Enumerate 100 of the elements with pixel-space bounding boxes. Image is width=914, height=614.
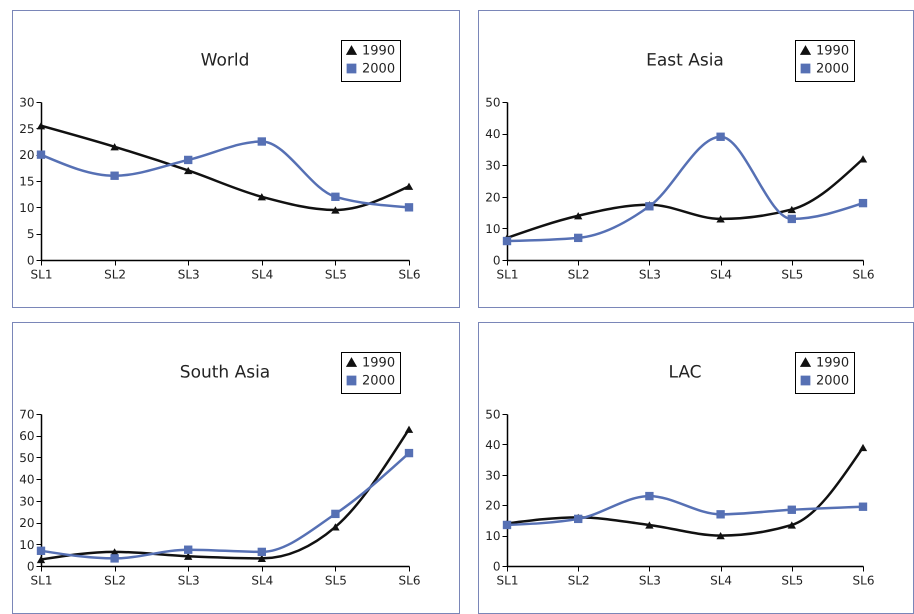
point	[404, 426, 414, 433]
x-tick-label: SL2	[104, 268, 126, 282]
chart-title: LAC	[668, 362, 702, 382]
y-tick-label: 5	[26, 227, 34, 242]
point	[184, 156, 192, 164]
point	[331, 510, 340, 518]
chart-title: East Asia	[646, 50, 724, 70]
y-tick-label: 50	[485, 96, 500, 110]
x-tick-label: SL5	[781, 268, 804, 282]
y-tick-label: 30	[485, 468, 500, 482]
x-tick-label: SL2	[568, 574, 590, 588]
y-tick-label: 50	[485, 408, 500, 422]
point	[788, 506, 796, 514]
point	[788, 206, 796, 214]
legend-label: 1990	[362, 356, 396, 370]
y-tick-label: 30	[19, 494, 34, 508]
y-tick-label: 70	[19, 408, 34, 422]
point	[258, 548, 266, 556]
x-tick-label: SL2	[568, 268, 590, 282]
legend-label: 1990	[362, 44, 396, 58]
point	[331, 206, 340, 214]
point	[184, 546, 192, 554]
y-tick-label: 0	[492, 560, 500, 574]
point	[184, 552, 192, 560]
x-tick-label: SL3	[638, 574, 661, 588]
point	[36, 122, 46, 130]
point	[404, 203, 414, 212]
y-tick-label: 0	[26, 560, 34, 574]
point	[574, 212, 582, 220]
x-tick-label: SL6	[398, 574, 420, 588]
y-tick-label: 0	[492, 254, 500, 268]
legend-label: 2000	[362, 374, 396, 388]
y-tick-label: 50	[19, 450, 34, 465]
x-tick-label: SL4	[251, 268, 274, 282]
point	[258, 137, 266, 146]
point	[184, 166, 192, 174]
chart-title: South Asia	[180, 362, 270, 382]
point	[110, 554, 119, 563]
point	[858, 198, 868, 208]
y-tick-label: 20	[19, 148, 34, 162]
x-tick-label: SL5	[324, 574, 347, 588]
y-tick-label: 20	[485, 498, 500, 513]
point	[258, 193, 266, 200]
y-tick-label: 40	[19, 472, 34, 487]
point	[574, 234, 582, 242]
y-tick-label: 10	[485, 529, 500, 544]
x-tick-label: SL6	[852, 268, 874, 282]
y-tick-label: 20	[19, 516, 34, 530]
point	[645, 521, 654, 529]
point	[858, 444, 868, 452]
point	[788, 214, 796, 224]
point	[110, 172, 119, 180]
x-tick-label: SL1	[30, 574, 52, 588]
x-tick-label: SL1	[496, 268, 518, 282]
x-tick-label: SL2	[104, 574, 126, 588]
y-tick-label: 0	[26, 254, 34, 268]
point	[716, 532, 725, 540]
point	[716, 132, 725, 141]
x-tick-label: SL1	[30, 268, 52, 282]
x-tick-label: SL4	[251, 574, 274, 588]
x-tick-label: SL3	[638, 268, 661, 282]
point	[502, 236, 512, 246]
point	[404, 448, 414, 458]
legend-label: 2000	[362, 62, 396, 76]
x-tick-label: SL5	[781, 574, 804, 588]
legend-label: 2000	[816, 374, 850, 388]
point	[36, 546, 46, 555]
y-tick-label: 60	[19, 429, 34, 444]
legend-label: 1990	[816, 44, 850, 58]
x-tick-label: SL6	[852, 574, 874, 588]
x-tick-label: SL1	[496, 574, 518, 588]
point	[331, 192, 340, 201]
y-tick-label: 30	[485, 158, 500, 173]
y-tick-label: 10	[19, 200, 34, 215]
chart-title: World	[200, 50, 250, 70]
y-tick-label: 10	[19, 538, 34, 552]
x-tick-label: SL4	[710, 268, 732, 282]
y-tick-label: 20	[485, 190, 500, 204]
point	[110, 143, 119, 150]
x-tick-label: SL3	[178, 574, 200, 588]
point	[716, 510, 725, 519]
point	[716, 215, 725, 223]
point	[36, 150, 46, 159]
y-tick-label: 10	[485, 222, 500, 236]
y-tick-label: 15	[19, 174, 34, 188]
legend-label: 1990	[816, 356, 850, 370]
point	[36, 556, 46, 564]
y-tick-label: 40	[485, 127, 500, 142]
y-tick-label: 25	[19, 122, 34, 136]
x-tick-label: SL6	[398, 268, 420, 282]
point	[574, 514, 582, 524]
point	[858, 502, 868, 511]
point	[645, 492, 654, 500]
x-tick-label: SL4	[710, 574, 732, 588]
legend-label: 2000	[816, 62, 850, 76]
y-tick-label: 40	[485, 438, 500, 452]
point	[404, 182, 414, 190]
y-tick-label: 30	[19, 96, 34, 110]
x-tick-label: SL3	[178, 268, 200, 282]
x-tick-label: SL5	[324, 268, 347, 282]
